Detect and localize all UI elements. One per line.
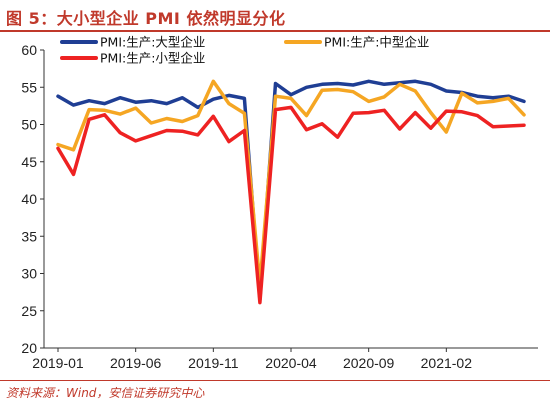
y-tick-label: 55 [21, 79, 37, 95]
figure-title-bar: 图 5：大小型企业 PMI 依然明显分化 [0, 0, 550, 30]
pmi-line-chart: 20 25 30 35 40 45 50 55 60 2019-01 2019-06 2019-11 2… [21, 35, 538, 371]
figure-title: 图 5：大小型企业 PMI 依然明显分化 [6, 9, 286, 28]
legend-label-0: PMI:生产:大型企业 [100, 35, 205, 50]
axes-layer: 20 25 30 35 40 45 50 55 60 2019-01 2019-06 2019-11 2… [21, 42, 538, 371]
legend-label-1: PMI:生产:中型企业 [324, 35, 429, 50]
series-layer [56, 79, 526, 305]
source-divider [0, 380, 550, 381]
x-tick-label: 2020-09 [343, 355, 395, 371]
legend: PMI:生产:大型企业 PMI:生产:中型企业 PMI:生产:小型企业 [60, 35, 429, 66]
x-tick-label: 2019-06 [110, 355, 162, 371]
series-line-2 [56, 105, 526, 305]
y-tick-label: 60 [21, 42, 37, 58]
title-divider [0, 30, 550, 32]
y-tick-label: 50 [21, 117, 37, 133]
series-line-0 [56, 79, 526, 302]
source-note: 资料来源：Wind，安信证券研究中心 [6, 386, 205, 400]
y-tick-label: 35 [21, 228, 37, 244]
y-tick-label: 30 [21, 266, 37, 282]
legend-label-2: PMI:生产:小型企业 [100, 51, 205, 66]
y-tick-label: 45 [21, 154, 37, 170]
y-tick-label: 25 [21, 303, 37, 319]
series-line-1 [56, 79, 526, 287]
y-tick-label: 20 [21, 340, 37, 356]
x-tick-label: 2019-01 [32, 355, 84, 371]
x-tick-label: 2021-02 [421, 355, 473, 371]
y-tick-label: 40 [21, 191, 37, 207]
x-tick-label: 2019-11 [188, 355, 239, 371]
x-tick-label: 2020-04 [265, 355, 317, 371]
